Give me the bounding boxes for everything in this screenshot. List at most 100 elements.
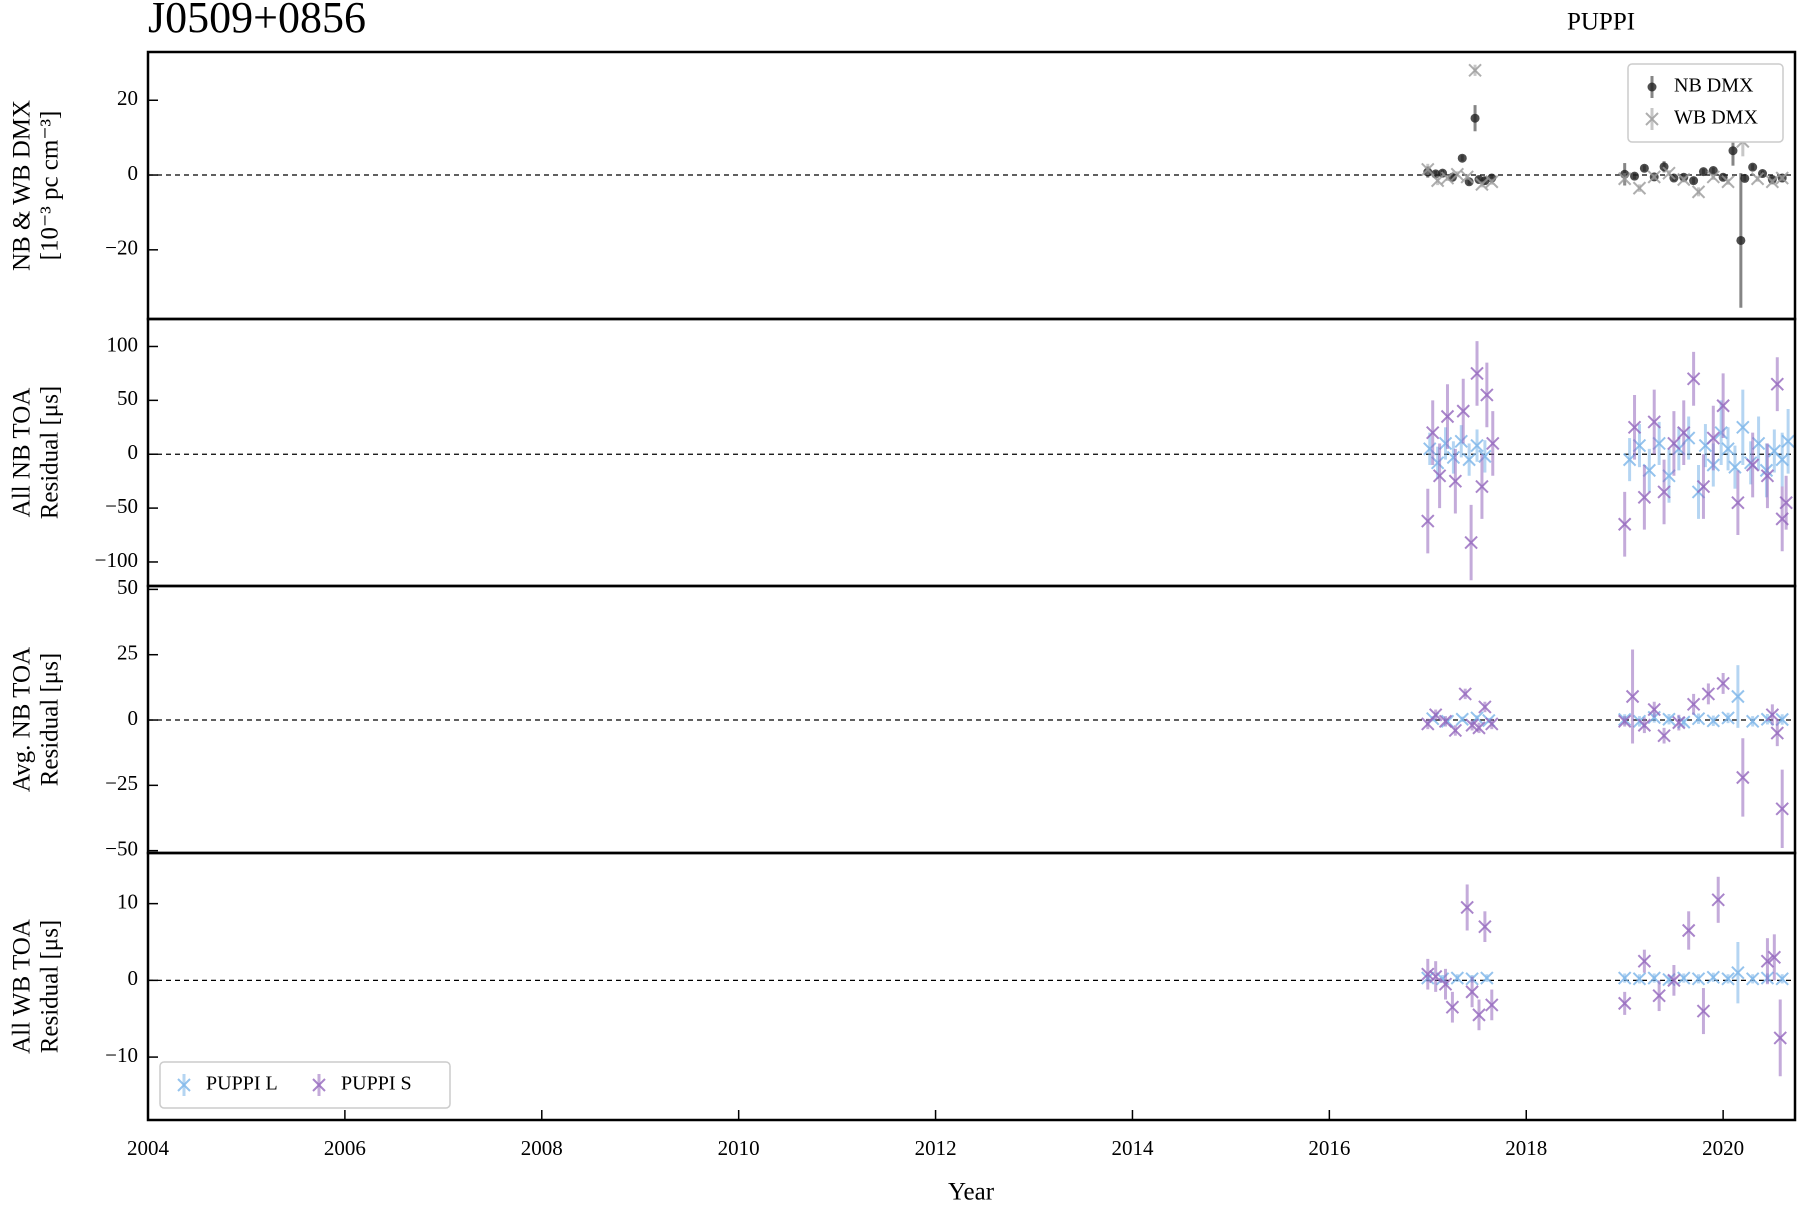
data-point [1632,972,1647,986]
x-tick-label: 2012 [915,1136,957,1160]
y-tick-label: 20 [117,86,138,110]
data-point [1657,485,1671,499]
data-point [1428,969,1443,984]
data-point [1445,1000,1460,1014]
data-point [1731,965,1745,980]
data-point [1438,436,1453,451]
data-point [1472,1008,1486,1022]
data-point [1775,452,1789,467]
data-point [1475,177,1489,192]
data-point [1740,173,1750,183]
data-point [1617,172,1632,186]
data-point [1637,954,1652,968]
y-tick-label: −50 [105,836,138,860]
data-point [1428,708,1443,722]
data-point [1677,971,1691,985]
data-point [1696,1004,1711,1018]
data-point [1632,181,1647,195]
data-point [1625,689,1640,704]
data-point [1677,172,1691,187]
y-axis-label: All WB TOA [9,919,36,1054]
y-tick-label: 50 [117,386,138,410]
x-tick-label: 2008 [521,1136,563,1160]
legend-label: WB DMX [1674,107,1758,129]
legend-box [159,1061,451,1109]
data-point [1475,479,1489,494]
data-point [1736,770,1750,785]
data-point [1714,425,1728,440]
data-point [1617,517,1632,531]
data-point [1485,175,1499,189]
data-point [1652,988,1666,1003]
data-point [1745,972,1760,986]
data-point [1736,420,1750,434]
data-point [1728,146,1738,156]
data-point [1731,496,1745,510]
y-axis-label: Residual [μs] [37,920,64,1054]
x-tick-label: 2006 [324,1136,366,1160]
data-point [1706,970,1720,985]
data-point [1721,711,1735,725]
data-point [1672,715,1686,730]
data-point [1779,496,1793,510]
y-tick-label: 0 [128,161,139,185]
data-point [1637,490,1652,505]
data-point [1421,967,1435,981]
data-point [1426,425,1440,440]
data-point [1647,170,1661,184]
y-axis-label: [10⁻³ pc cm⁻³] [37,111,64,261]
legend-marker [177,1078,191,1092]
data-point [1639,163,1649,173]
data-point [1480,971,1494,985]
data-point [1711,893,1725,907]
data-point [1775,802,1789,816]
y-tick-label: 25 [117,641,138,665]
data-point [1659,162,1669,172]
plot-area [148,649,1795,849]
data-point [1462,452,1476,467]
y-tick-label: −100 [95,548,138,572]
plot-area [148,63,1795,308]
data-point [1696,479,1711,494]
data-point [1470,366,1484,381]
data-point [1677,425,1691,440]
chart-title: J0509+0856 [148,0,366,42]
data-point [1617,971,1632,985]
data-point [1486,436,1500,451]
data-point [1617,714,1632,729]
data-point [1432,469,1447,483]
data-point [1745,714,1760,729]
data-point [1421,514,1435,528]
data-point [1686,697,1701,712]
data-point [1691,185,1706,199]
data-point [1770,377,1784,391]
y-tick-label: −20 [105,236,138,260]
data-point [1485,717,1499,731]
data-point [1667,436,1681,451]
data-point [1627,420,1642,434]
y-axis-label: Avg. NB TOA [9,647,36,792]
data-point [1775,972,1789,986]
data-point [1750,172,1765,186]
data-point [1446,450,1461,465]
data-point [1485,998,1499,1012]
legend-label: PUPPI L [206,1073,278,1095]
plot-area [148,341,1795,581]
data-point [1454,434,1468,449]
data-point [1708,166,1718,176]
y-tick-label: −25 [105,771,138,795]
data-point [1637,718,1652,732]
data-point [1689,176,1699,186]
data-point [1465,718,1479,732]
data-point [1448,723,1463,738]
data-point [1440,409,1455,424]
data-point [1701,687,1716,701]
y-tick-label: 0 [128,966,139,990]
legend-marker [312,1078,326,1092]
x-tick-label: 2014 [1111,1136,1154,1160]
data-point [1751,436,1766,451]
data-point [1448,474,1463,488]
x-tick-label: 2010 [718,1136,760,1160]
y-tick-label: 50 [117,575,138,599]
data-point [1767,950,1782,965]
